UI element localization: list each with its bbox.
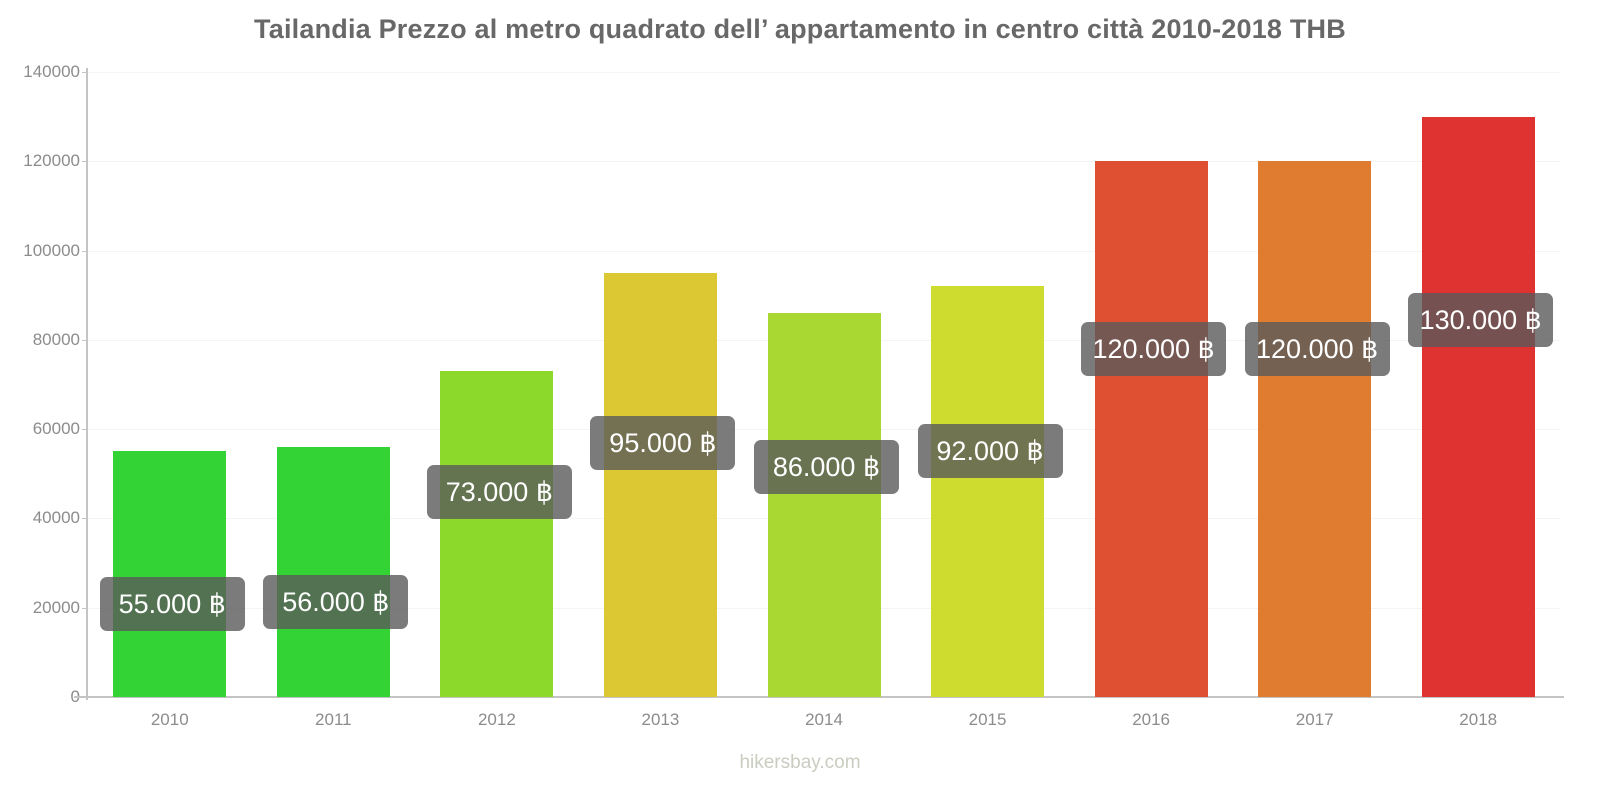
bar[interactable]: [767, 313, 881, 697]
y-axis-tick-label: 60000: [32, 419, 80, 439]
y-axis-tick-mark: [82, 340, 88, 341]
bar[interactable]: [1258, 161, 1372, 697]
x-axis-tick-label: 2014: [805, 710, 843, 729]
y-axis-tick-label: 100000: [23, 240, 80, 260]
x-axis-tick-label: 2010: [150, 710, 189, 729]
x-axis-tick-label: 2016: [1132, 710, 1171, 729]
bar-value-label: 86.000 ฿: [754, 439, 899, 494]
bar-value-label: 130.000 ฿: [1408, 292, 1554, 347]
x-axis-tick-label: 2013: [641, 710, 680, 729]
y-axis: 0 20000 40000 60000 80000 100000 120000 140000: [0, 0, 88, 800]
plot-area: [88, 72, 1560, 697]
y-axis-tick-mark: [82, 608, 88, 609]
bar-value-label: 92.000 ฿: [917, 423, 1063, 478]
y-axis-tick-mark: [82, 161, 88, 162]
x-axis-tick-label: 2017: [1295, 710, 1334, 729]
y-axis-tick-mark: [82, 429, 88, 430]
bar-value-label: 120.000 ฿: [1081, 321, 1227, 376]
y-axis-tick-label: 120000: [23, 151, 80, 171]
y-axis-tick-mark: [82, 72, 88, 73]
source-watermark: hikersbay.com: [739, 752, 861, 773]
y-axis-tick-mark: [82, 518, 88, 519]
bar-value-label: 73.000 ฿: [426, 464, 572, 519]
x-axis-tick-label: 2012: [477, 710, 516, 729]
bar-value-label: 120.000 ฿: [1244, 321, 1390, 376]
bar[interactable]: [1094, 161, 1208, 697]
bar[interactable]: [276, 447, 390, 697]
x-axis-tick-label: 2018: [1459, 710, 1498, 729]
bar[interactable]: [603, 272, 717, 697]
x-axis-tick-label: 2015: [968, 710, 1007, 729]
y-axis-line: [86, 68, 88, 700]
bar-value-label: 95.000 ฿: [590, 415, 736, 470]
y-axis-tick-label: 40000: [32, 508, 80, 528]
y-axis-tick-label: 0: [0, 687, 80, 707]
chart-title: Tailandia Prezzo al metro quadrato dell’…: [254, 14, 1346, 44]
bar[interactable]: [440, 371, 554, 697]
x-axis-tick-label: 2011: [315, 710, 352, 729]
bar[interactable]: [1421, 116, 1535, 697]
bar-value-label: 55.000 ฿: [99, 576, 245, 631]
y-axis-tick-label: 140000: [23, 62, 80, 81]
gridline: [88, 161, 1560, 163]
bar[interactable]: [113, 451, 227, 697]
gridline: [88, 72, 1560, 73]
bar[interactable]: [931, 286, 1045, 697]
gridline: [88, 250, 1560, 252]
x-axis-line: [74, 696, 1564, 698]
y-axis-tick-mark: [82, 251, 88, 252]
y-axis-tick-label: 80000: [32, 329, 80, 349]
bar-value-label: 56.000 ฿: [263, 575, 409, 629]
y-axis-tick-label: 20000: [32, 597, 80, 617]
